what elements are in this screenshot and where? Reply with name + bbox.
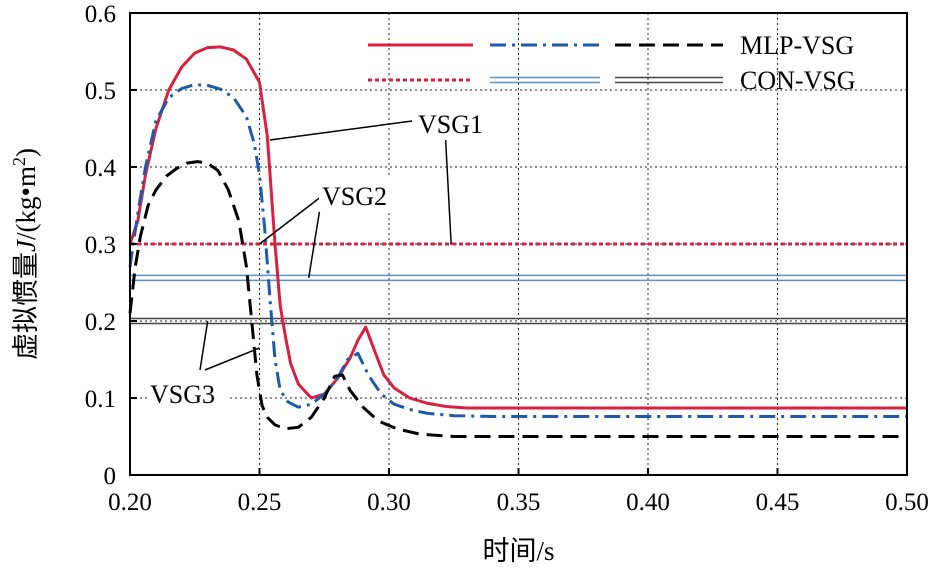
y-tick-label: 0.2 (85, 309, 116, 336)
annotation-label-vsg2: VSG2 (322, 182, 387, 211)
x-tick-label: 0.40 (626, 489, 670, 516)
y-axis-title-cn: 虚拟惯量 (11, 252, 41, 360)
x-axis-ticks: 0.20 0.25 0.30 0.35 0.40 0.45 0.50 (108, 468, 929, 516)
legend: MLP-VSG CON-VSG (368, 31, 856, 95)
y-axis-title-sup: 2 (9, 157, 29, 166)
y-tick-label: 0.1 (85, 386, 116, 413)
series-line-mlp-vsg2 (128, 83, 907, 418)
y-axis-title-unit-close: ) (11, 148, 41, 157)
annotation-label-vsg1: VSG1 (418, 110, 483, 139)
y-tick-label: 0 (104, 463, 117, 490)
con-series-lines (130, 242, 907, 325)
x-tick-label: 0.20 (108, 489, 152, 516)
legend-label-mlp-vsg: MLP-VSG (740, 31, 854, 60)
annotation-label-bg (147, 376, 227, 410)
series-line-mlp-vsg3 (128, 160, 907, 438)
x-tick-label: 0.45 (756, 489, 800, 516)
y-tick-label: 0.5 (85, 78, 116, 105)
annotation-leader (259, 195, 323, 245)
annotations: VSG1 VSG2 VSG3 (147, 106, 495, 410)
annotation-leader (269, 120, 413, 141)
y-axis-title: 虚拟惯量J/(kg•m2) (9, 148, 41, 360)
x-tick-label: 0.25 (238, 489, 282, 516)
x-tick-label: 0.50 (885, 489, 929, 516)
x-tick-label: 0.30 (367, 489, 411, 516)
x-tick-label: 0.35 (497, 489, 541, 516)
y-tick-label: 0.6 (85, 1, 116, 28)
series-line-mlp-vsg1 (128, 45, 907, 410)
y-axis-ticks: 0 0.1 0.2 0.3 0.4 0.5 0.6 (85, 1, 137, 490)
annotation-leader (199, 320, 209, 371)
annotation-leader (204, 347, 260, 371)
y-tick-label: 0.3 (85, 232, 116, 259)
legend-label-con-vsg: CON-VSG (740, 66, 856, 95)
annotation-leader (444, 127, 452, 245)
y-tick-label: 0.4 (85, 155, 117, 182)
y-axis-title-unit: /(kg•m (11, 166, 41, 240)
x-axis-title: 时间/s (482, 536, 554, 566)
y-axis-title-var: J (11, 238, 41, 252)
annotation-label-vsg3: VSG3 (150, 380, 215, 409)
annotation-label-bg (415, 106, 495, 140)
annotation-label-bg (319, 178, 399, 212)
mlp-series-lines (128, 45, 907, 438)
